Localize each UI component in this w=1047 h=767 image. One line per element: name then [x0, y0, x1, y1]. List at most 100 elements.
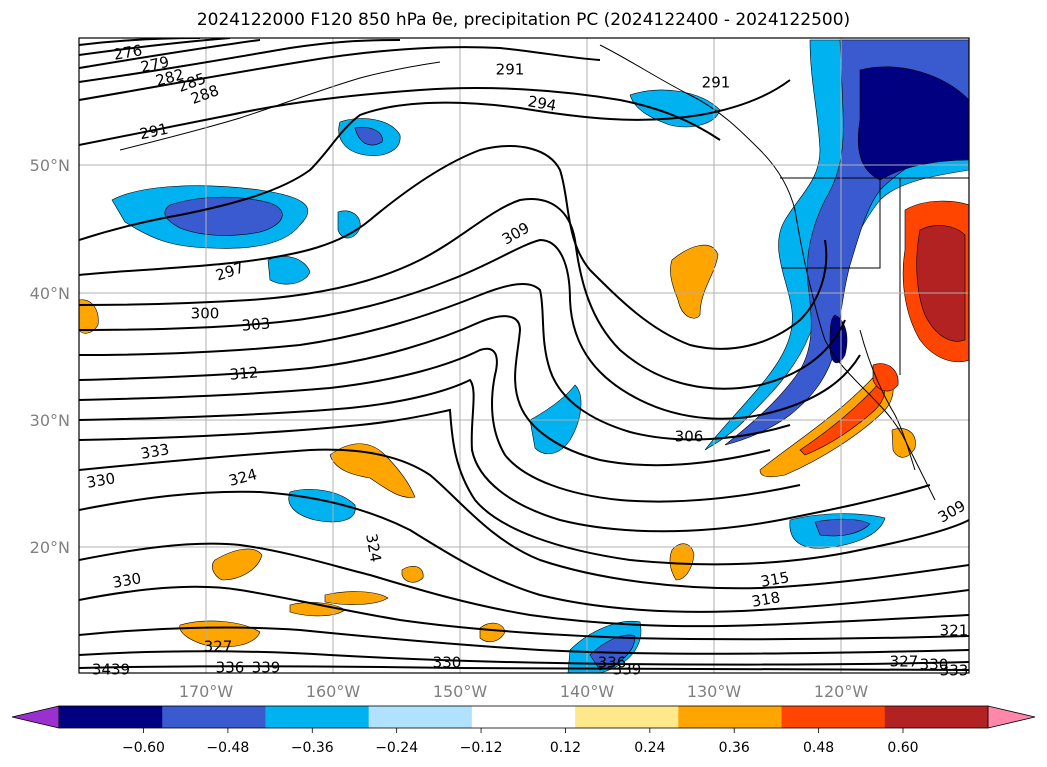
- precip-positive: [759, 369, 894, 478]
- colorbar-tick-label: 0.24: [634, 740, 665, 756]
- contour-label: 279: [139, 53, 171, 77]
- contour-line: [79, 490, 969, 613]
- contour-line: [79, 347, 801, 503]
- contour-line: [79, 198, 846, 390]
- contour-label: 300: [191, 305, 220, 323]
- contour-label: 339: [613, 661, 642, 679]
- colorbar-extend-high: [987, 705, 1036, 729]
- precipitation-shading: [79, 39, 969, 673]
- contour-line: [79, 448, 969, 590]
- contour-label: 327: [204, 638, 233, 656]
- contour-label: 333: [940, 662, 969, 680]
- colorbar-extend-low: [11, 705, 60, 729]
- contour-label: 333: [139, 440, 170, 463]
- contour-label: 303: [241, 314, 271, 334]
- colorbar: −0.60 −0.48 −0.36 −0.24 −0.12 0.12 0.24 0.36 0.4…: [11, 705, 1036, 756]
- colorbar-tick-label: −0.60: [122, 740, 165, 756]
- contour-line: [79, 79, 791, 241]
- colorbar-tick-label: 0.36: [719, 740, 750, 756]
- contour-label: 330: [920, 656, 949, 674]
- colorbar-segment: [368, 706, 473, 728]
- baja-coast: [859, 329, 916, 471]
- lat-label: 50°N: [30, 156, 70, 175]
- north-america-coast: [599, 44, 936, 501]
- colorbar-segment: [678, 706, 783, 728]
- colorbar-tick-label: −0.12: [460, 740, 503, 756]
- contour-line: [79, 665, 969, 671]
- contour-line: [79, 542, 969, 628]
- contour-label: 321: [940, 622, 969, 640]
- precip-blob: [164, 196, 283, 236]
- precip-positive: [669, 543, 695, 581]
- colorbar-tick-label: −0.36: [291, 740, 334, 756]
- contour-label: 291: [496, 61, 525, 79]
- precip-positive: [670, 244, 719, 319]
- lat-label: 40°N: [30, 284, 70, 303]
- colorbar-tick-label: −0.24: [375, 740, 418, 756]
- contour-label: 336: [216, 659, 245, 677]
- map-title: 2024122000 F120 850 hPa θe, precipitatio…: [196, 10, 851, 30]
- contour-label: 330: [85, 469, 116, 492]
- contour-line: [79, 38, 231, 56]
- contour-line: [79, 315, 771, 467]
- lon-label: 170°W: [179, 682, 234, 701]
- colorbar-tick-label: 0.48: [803, 740, 834, 756]
- precip-core: [857, 66, 969, 181]
- colorbar-tick-label: 0.60: [887, 740, 918, 756]
- contour-label: 3439: [92, 661, 130, 679]
- contour-label: 315: [759, 568, 790, 591]
- contour-label: 312: [229, 363, 259, 383]
- theta-e-contours: [79, 38, 969, 671]
- contour-line: [79, 39, 261, 69]
- contour-line: [79, 650, 969, 666]
- lon-label: 160°W: [306, 682, 361, 701]
- colorbar-frame: [58, 705, 989, 729]
- state-border: [782, 178, 881, 269]
- map-panel: [79, 38, 969, 673]
- contour-label: 324: [362, 532, 385, 563]
- lat-label: 30°N: [30, 411, 70, 430]
- colorbar-segment: [575, 706, 679, 728]
- contour-label: 276: [112, 41, 143, 64]
- colorbar-segment: [265, 706, 370, 728]
- colorbar-segment: [162, 706, 266, 728]
- contour-label: 291: [702, 74, 731, 92]
- contour-line: [79, 408, 969, 566]
- lon-label: 150°W: [433, 682, 488, 701]
- contour-line: [79, 238, 861, 420]
- contour-line: [79, 378, 931, 533]
- precip-positive: [916, 225, 966, 342]
- contour-label: 330: [433, 654, 462, 672]
- longitude-labels: 170°W 160°W 150°W 140°W 130°W 120°W: [179, 682, 869, 701]
- map-frame: [78, 37, 970, 674]
- contour-line: [79, 283, 791, 441]
- contour-label: 318: [750, 588, 781, 611]
- contour-line: [79, 585, 969, 641]
- lon-label: 130°W: [687, 682, 742, 701]
- colorbar-segment: [59, 706, 163, 728]
- contour-label: 291: [138, 120, 170, 144]
- precip-blob: [267, 256, 311, 285]
- colorbar-segment: [471, 706, 576, 728]
- contour-label: 336: [598, 654, 627, 672]
- contour-label: 327: [890, 653, 919, 671]
- contour-line: [79, 145, 828, 350]
- precip-positive: [324, 591, 389, 605]
- colorbar-tick-label: 0.12: [550, 740, 581, 756]
- precip-positive: [401, 565, 424, 583]
- precip-blob: [814, 518, 871, 537]
- colorbar-segment: [884, 706, 989, 728]
- contour-label: 339: [252, 659, 281, 677]
- precip-positive: [79, 299, 99, 334]
- colorbar-segment: [781, 706, 886, 728]
- contour-line: [79, 39, 401, 83]
- precip-positive: [212, 548, 263, 581]
- contour-labels: 2762792822852882912912912942973003033093…: [85, 41, 969, 680]
- lat-label: 20°N: [30, 538, 70, 557]
- contour-line: [79, 626, 969, 655]
- latitude-labels: 50°N 40°N 30°N 20°N: [30, 156, 70, 557]
- contour-line: [79, 87, 721, 146]
- contour-label: 306: [675, 428, 704, 446]
- contour-label: 330: [111, 569, 142, 592]
